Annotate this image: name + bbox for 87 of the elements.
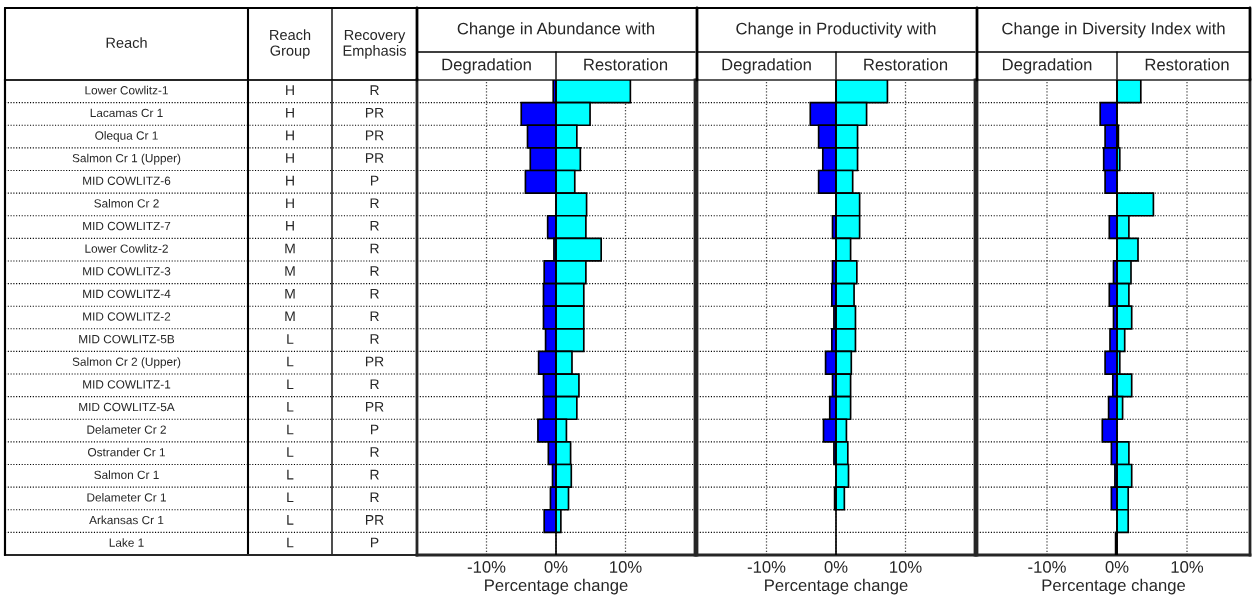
- text: PR: [365, 153, 384, 163]
- x-axis-title: Percentage change: [485, 578, 628, 595]
- text: Lake 1: [109, 538, 144, 547]
- series-label: Degradation: [722, 58, 811, 74]
- text: L: [287, 515, 294, 525]
- text: H: [286, 221, 294, 231]
- text: H: [286, 107, 294, 118]
- text: L: [287, 492, 294, 503]
- legend-label: Restoration: [584, 58, 668, 71]
- text: L: [287, 469, 294, 480]
- series-label: Degradation: [442, 58, 531, 74]
- text: MID COWLITZ-5B: [79, 334, 175, 344]
- text: R: [370, 198, 379, 208]
- text: R: [370, 311, 379, 322]
- text: MID COWLITZ-5A: [79, 402, 175, 412]
- category-label: Recovery Emphasis: [343, 29, 406, 59]
- text: Ostrander Cr 1: [88, 447, 165, 457]
- text: Salmon Cr 1: [94, 470, 159, 479]
- text: M: [285, 266, 295, 276]
- x-tick-label: -10%: [467, 561, 506, 573]
- text: R: [370, 492, 379, 503]
- text: H: [286, 198, 294, 208]
- x-tick-label: -10%: [747, 561, 786, 573]
- text: L: [287, 424, 294, 435]
- text: L: [287, 402, 294, 412]
- text: PR: [365, 515, 384, 525]
- x-axis-title: Percentage change: [1042, 578, 1186, 595]
- text: MID COWLITZ-6: [83, 176, 171, 185]
- text: PR: [365, 402, 384, 412]
- text: MID COWLITZ-1: [83, 380, 171, 389]
- text: Lower Cowlitz-1: [85, 85, 168, 95]
- text: MID COWLITZ-4: [83, 289, 171, 299]
- text: R: [370, 469, 379, 480]
- text: Delameter Cr 1: [87, 492, 166, 502]
- text: Delameter Cr 2: [87, 425, 166, 434]
- text: R: [370, 266, 379, 276]
- text: L: [287, 537, 294, 548]
- text: MID COWLITZ-3: [83, 267, 171, 276]
- text: PR: [365, 356, 384, 367]
- text: Salmon Cr 2: [94, 198, 159, 208]
- text: MID COWLITZ-2: [83, 312, 171, 321]
- text: Lacamas Cr 1: [90, 108, 163, 118]
- text: H: [286, 153, 294, 163]
- text: H: [286, 130, 294, 141]
- legend-label: Restoration: [1145, 58, 1229, 71]
- text: R: [370, 288, 379, 299]
- text: MID COWLITZ-7: [83, 221, 171, 231]
- series-label: Degradation: [1002, 58, 1092, 74]
- category-label: Reach: [106, 37, 147, 48]
- text: R: [370, 85, 379, 95]
- text: L: [287, 334, 294, 344]
- x-tick-label: 10%: [1171, 561, 1204, 573]
- text: L: [287, 379, 294, 389]
- text: Salmon Cr 2 (Upper): [72, 357, 181, 369]
- text: Arkansas Cr 1: [89, 515, 164, 525]
- chart-title: Change in Productivity with: [736, 22, 936, 38]
- text: L: [287, 356, 294, 367]
- text: Lower Cowlitz-2: [85, 244, 168, 253]
- chart-title: Change in Abundance with: [457, 22, 655, 38]
- text: L: [287, 447, 294, 457]
- series-label: Restoration: [864, 58, 948, 71]
- text: M: [285, 243, 295, 254]
- text: M: [285, 288, 295, 299]
- text: H: [286, 85, 294, 95]
- text: PR: [365, 130, 384, 141]
- category-label: Reach Group: [270, 29, 311, 59]
- text: Salmon Cr 1 (Upper): [72, 153, 181, 165]
- x-tick-label: 0%: [544, 561, 568, 573]
- text: R: [370, 447, 379, 457]
- x-tick-label: 0%: [1105, 561, 1129, 573]
- text: R: [370, 221, 379, 231]
- text: R: [370, 334, 379, 344]
- text: P: [371, 175, 379, 186]
- text: R: [370, 379, 379, 389]
- x-tick-label: 0%: [824, 561, 848, 573]
- text: M: [285, 311, 295, 322]
- text: H: [286, 175, 294, 186]
- text: P: [371, 424, 379, 435]
- text: Olequa Cr 1: [95, 131, 158, 143]
- chart-title: Change in Diversity Index with: [1002, 22, 1225, 38]
- x-axis-title: Percentage change: [765, 578, 908, 595]
- x-tick-label: 10%: [610, 561, 642, 573]
- x-tick-label: 10%: [890, 561, 922, 573]
- text: PR: [365, 107, 384, 118]
- text: P: [371, 537, 379, 548]
- text: R: [370, 243, 379, 254]
- x-tick-label: -10%: [1028, 561, 1066, 573]
